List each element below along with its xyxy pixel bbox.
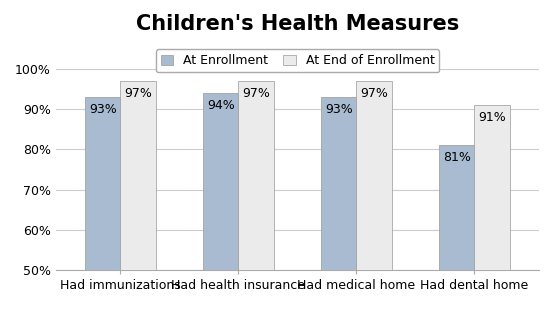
Bar — [439, 145, 474, 314]
Text: 97%: 97% — [124, 87, 152, 100]
Text: 94%: 94% — [207, 99, 235, 112]
Bar — [356, 81, 392, 314]
Text: 93%: 93% — [325, 103, 353, 116]
Bar — [474, 105, 510, 314]
Text: 97%: 97% — [242, 87, 270, 100]
Text: 81%: 81% — [443, 151, 471, 165]
Bar — [85, 97, 121, 314]
Title: Children's Health Measures: Children's Health Measures — [136, 14, 459, 34]
Bar — [203, 93, 239, 314]
Legend: At Enrollment, At End of Enrollment: At Enrollment, At End of Enrollment — [156, 49, 439, 72]
Bar — [321, 97, 356, 314]
Bar — [121, 81, 156, 314]
Bar — [239, 81, 274, 314]
Text: 91%: 91% — [478, 111, 506, 124]
Text: 93%: 93% — [89, 103, 117, 116]
Text: 97%: 97% — [360, 87, 388, 100]
